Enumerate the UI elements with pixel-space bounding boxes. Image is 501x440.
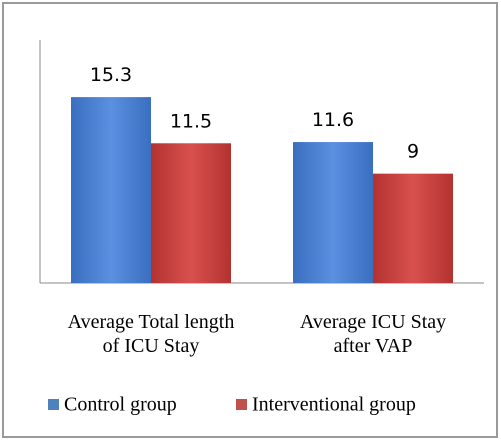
legend-swatch [236,399,247,410]
value-label: 9 [407,141,419,163]
bar [151,143,231,283]
legend-swatch [48,399,59,410]
value-label: 11.6 [312,109,354,131]
bar [71,97,151,283]
legend-label: Interventional group [252,394,416,416]
bar [373,173,453,283]
bar [293,142,373,283]
value-label: 15.3 [90,64,132,86]
legend-label: Control group [64,394,177,416]
x-tick-label: Average ICU Stay after VAP [299,311,447,357]
value-label: 11.5 [170,110,212,132]
x-tick-label: Average Total length of ICU Stay [67,311,235,357]
